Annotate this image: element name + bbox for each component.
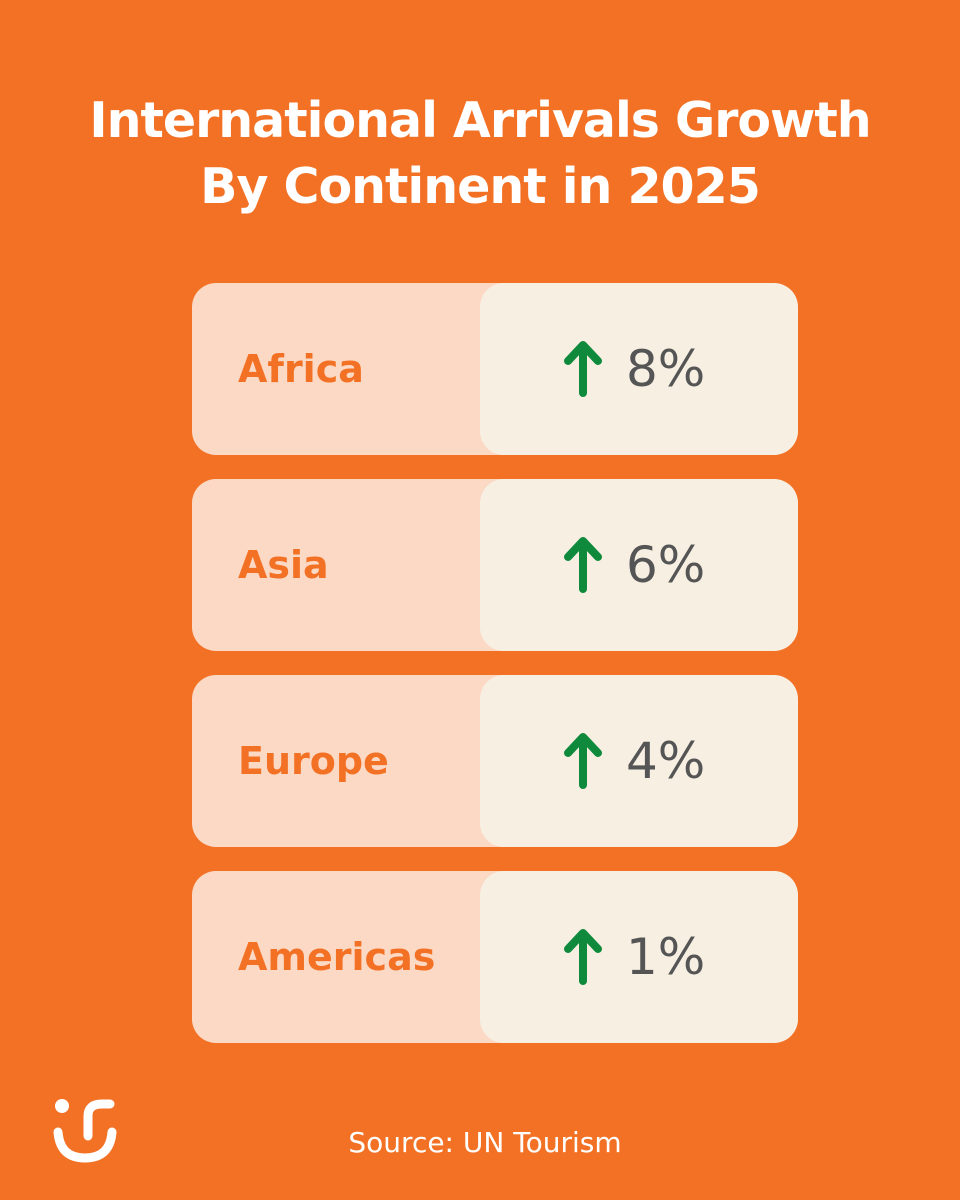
row-card: Americas 1% [192,871,798,1043]
title-line: By Continent in 2025 [200,158,761,215]
up-arrow [564,341,602,397]
title: International Arrivals Growth By Contine… [0,88,960,220]
up-arrow [564,929,602,985]
row-value: 1% [626,928,706,986]
row-value: 8% [626,340,706,398]
source: Source: UN Tourism [348,1126,622,1159]
row-label: Americas [238,935,436,979]
row-card: Africa 8% [192,283,798,455]
logo [53,1099,117,1163]
up-arrow [564,537,602,593]
row-card: Asia 6% [192,479,798,651]
value-panel [480,675,798,847]
row-label: Africa [238,347,364,391]
value-panel [480,283,798,455]
row-label: Asia [238,543,329,587]
value-panel [480,479,798,651]
row-value: 6% [626,536,706,594]
row-value: 4% [626,732,706,790]
title-line: International Arrivals Growth [89,92,871,149]
value-panel [480,871,798,1043]
row-card: Europe 4% [192,675,798,847]
up-arrow [564,733,602,789]
row-label: Europe [238,739,389,783]
